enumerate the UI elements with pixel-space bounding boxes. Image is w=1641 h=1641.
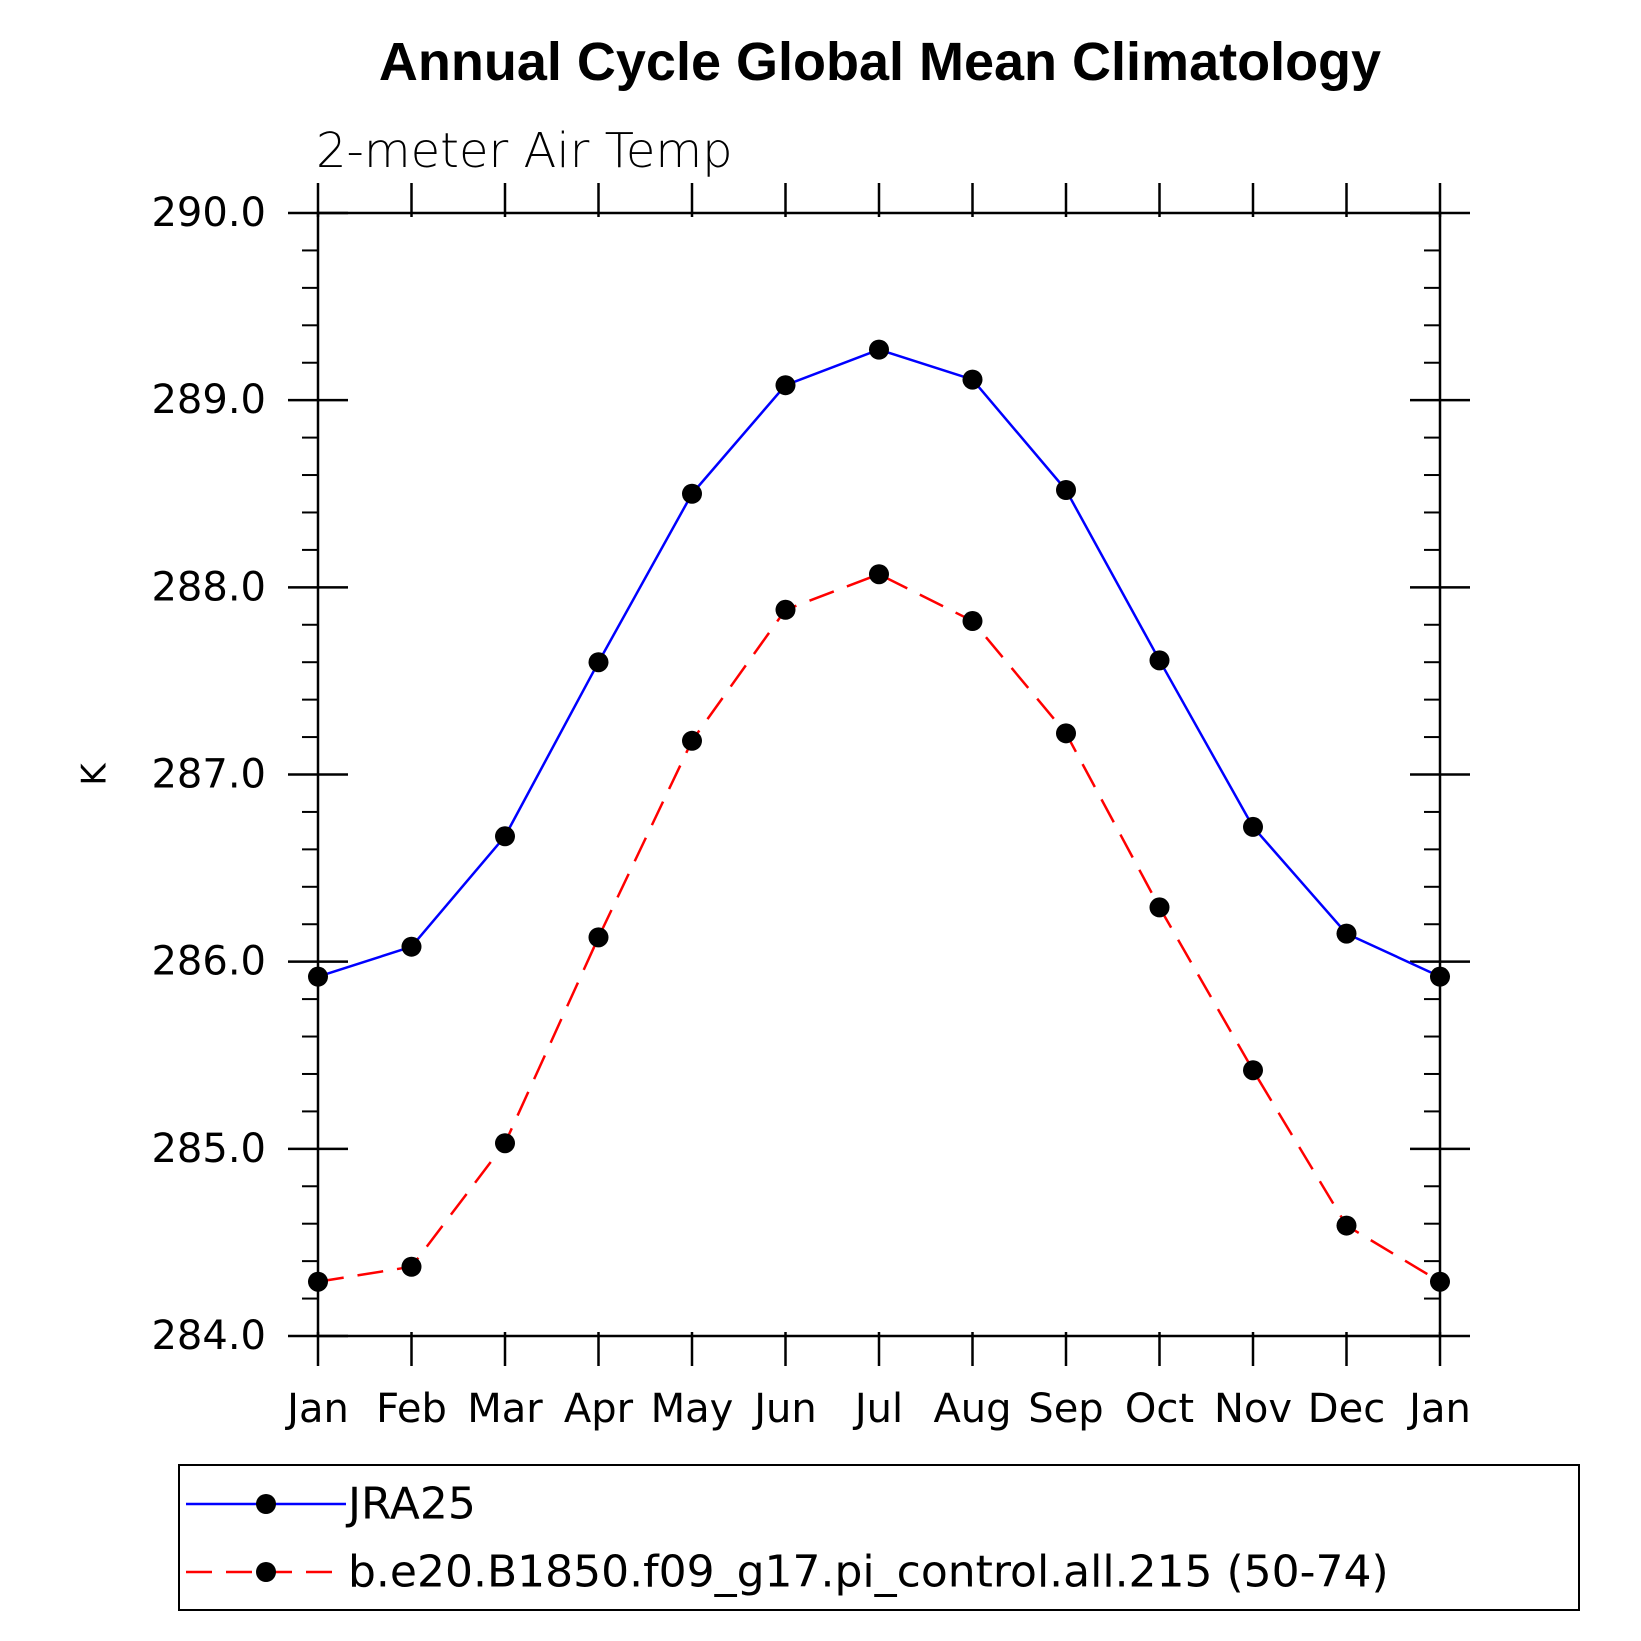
data-point xyxy=(1430,966,1450,987)
x-tick-label: Jul xyxy=(852,1386,903,1432)
x-tick-label: Dec xyxy=(1308,1386,1385,1432)
data-point xyxy=(869,564,889,585)
data-point xyxy=(1243,816,1263,837)
data-point xyxy=(775,375,796,396)
x-tick-label: May xyxy=(651,1386,734,1432)
x-tick-label: Jan xyxy=(284,1386,349,1432)
data-point xyxy=(775,599,796,620)
x-tick-label: Jan xyxy=(1406,1386,1471,1432)
legend-marker xyxy=(256,1494,276,1514)
legend: JRA25 b.e20.B1850.f09_g17.pi_control.all.… xyxy=(178,1464,1580,1611)
data-point xyxy=(682,730,702,751)
data-point xyxy=(1243,1060,1263,1081)
data-point xyxy=(869,339,889,360)
data-point xyxy=(1149,897,1170,918)
y-tick-label: 289.0 xyxy=(151,377,266,423)
series-group xyxy=(308,564,1450,1292)
legend-marker xyxy=(256,1562,276,1582)
x-tick-label: Jun xyxy=(751,1386,817,1432)
data-point xyxy=(401,936,422,957)
data-point xyxy=(962,369,983,390)
legend-label: JRA25 xyxy=(345,1479,476,1530)
y-tick-label: 284.0 xyxy=(151,1313,266,1359)
series-group xyxy=(308,339,1450,987)
axes: 284.0 285.0 286.0 287.0 288.0 289.0 290.0 Jan Fe… xyxy=(151,183,1471,1432)
y-tick-label: 285.0 xyxy=(151,1126,266,1172)
series-line xyxy=(317,572,1441,1283)
data-point xyxy=(308,1271,328,1292)
data-point xyxy=(308,966,328,987)
plot-series xyxy=(308,339,1450,1292)
data-point xyxy=(1336,923,1357,944)
data-point xyxy=(1056,723,1076,744)
data-point xyxy=(588,652,609,673)
data-point xyxy=(588,927,609,948)
chart-subtitle: 2-meter Air Temp xyxy=(316,123,733,179)
data-point xyxy=(1149,650,1170,671)
legend-box xyxy=(178,1464,1580,1611)
x-tick-label: Oct xyxy=(1125,1386,1194,1432)
y-tick-label: 288.0 xyxy=(151,564,266,610)
series-line xyxy=(317,348,1441,978)
legend-items: JRA25 b.e20.B1850.f09_g17.pi_control.all.… xyxy=(186,1479,1389,1598)
data-point xyxy=(1336,1215,1357,1236)
data-point xyxy=(1056,480,1076,501)
y-axis-label: K xyxy=(75,762,115,786)
x-tick-label: Apr xyxy=(564,1386,634,1432)
data-point xyxy=(495,1133,515,1154)
legend-label: b.e20.B1850.f09_g17.pi_control.all.215 (… xyxy=(348,1547,1389,1598)
data-point xyxy=(1430,1271,1450,1292)
y-tick-label: 286.0 xyxy=(151,939,266,985)
x-tick-label: Nov xyxy=(1214,1386,1292,1432)
x-tick-label: Feb xyxy=(376,1386,447,1432)
x-tick-label: Mar xyxy=(467,1386,543,1432)
x-tick-label: Sep xyxy=(1028,1386,1103,1432)
data-point xyxy=(495,826,515,847)
data-point xyxy=(401,1256,422,1277)
x-tick-label: Aug xyxy=(933,1386,1011,1432)
chart-title: Annual Cycle Global Mean Climatology xyxy=(379,32,1381,92)
data-point xyxy=(682,483,702,504)
y-tick-label: 290.0 xyxy=(151,190,266,236)
data-point xyxy=(962,611,983,632)
y-tick-label: 287.0 xyxy=(151,752,266,798)
